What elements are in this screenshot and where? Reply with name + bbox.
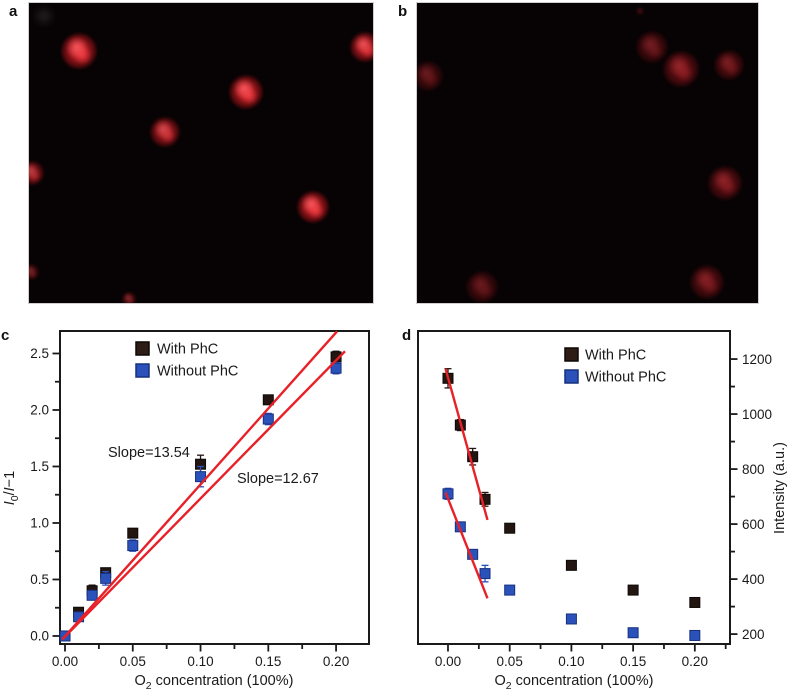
x-axis-title: O2 concentration (100%) bbox=[135, 673, 294, 692]
fluorescent-cell bbox=[229, 75, 263, 109]
svg-text:0.00: 0.00 bbox=[435, 654, 461, 669]
svg-text:0.05: 0.05 bbox=[120, 654, 146, 669]
slope-annotation: Slope=13.54 bbox=[108, 445, 190, 461]
panel-label-b: b bbox=[398, 3, 408, 20]
svg-text:0.20: 0.20 bbox=[323, 654, 349, 669]
fluorescent-cell bbox=[690, 265, 724, 299]
x-axis-ticks bbox=[447, 645, 727, 652]
svg-text:2.5: 2.5 bbox=[30, 346, 49, 361]
fluorescent-cell bbox=[636, 7, 644, 15]
y-axis-ticks bbox=[731, 358, 738, 635]
legend-label: Without PhC bbox=[157, 364, 238, 380]
fluorescent-cell bbox=[29, 161, 44, 185]
svg-text:2.0: 2.0 bbox=[30, 403, 49, 418]
fluorescent-cell bbox=[150, 117, 180, 147]
fluorescent-cell bbox=[61, 33, 97, 69]
legend: With PhC Without PhC bbox=[135, 341, 238, 380]
legend-label: With PhC bbox=[585, 348, 646, 364]
fit-lines bbox=[444, 368, 489, 599]
micrograph-b bbox=[416, 2, 759, 304]
fluorescent-cell bbox=[663, 51, 699, 87]
panel-label-c: c bbox=[1, 327, 10, 344]
svg-text:1200: 1200 bbox=[742, 352, 772, 367]
legend-swatch-without_phc bbox=[135, 363, 150, 378]
svg-text:0.00: 0.00 bbox=[52, 654, 78, 669]
y-axis-title: I0/I−1 bbox=[2, 471, 21, 505]
svg-text:0.5: 0.5 bbox=[30, 572, 49, 587]
fluorescent-cell bbox=[29, 264, 39, 280]
svg-text:0.0: 0.0 bbox=[30, 629, 49, 644]
svg-text:0.10: 0.10 bbox=[558, 654, 584, 669]
fluorescent-cell bbox=[636, 31, 668, 63]
micrograph-a bbox=[28, 2, 374, 304]
x-axis-tick-labels: 0.00 0.05 0.10 0.15 0.20 bbox=[435, 654, 708, 669]
svg-text:1000: 1000 bbox=[742, 407, 772, 422]
x-axis-ticks bbox=[64, 645, 337, 652]
svg-text:0.15: 0.15 bbox=[255, 654, 281, 669]
svg-text:0.05: 0.05 bbox=[497, 654, 523, 669]
chart-d-intensity: 0.00 0.05 0.10 0.15 0.20 200 400 600 800 1000 1200… bbox=[417, 330, 788, 692]
legend-swatch-with_phc bbox=[564, 347, 579, 362]
y-axis-ticks bbox=[52, 352, 59, 637]
fluorescent-cell bbox=[708, 166, 742, 200]
svg-text:1.0: 1.0 bbox=[30, 516, 49, 531]
plot-frame bbox=[417, 330, 731, 645]
chart-c-stern-volmer: 0.00 0.05 0.10 0.15 0.20 0.0 0.5 1.0 1.5 2.0 2.5 Wi… bbox=[2, 330, 370, 692]
legend-label: With PhC bbox=[157, 342, 218, 358]
fit-lines bbox=[61, 330, 346, 641]
y-axis-tick-labels: 0.0 0.5 1.0 1.5 2.0 2.5 bbox=[30, 346, 49, 643]
svg-text:0.20: 0.20 bbox=[682, 654, 708, 669]
plot-frame bbox=[59, 330, 370, 645]
legend-label: Without PhC bbox=[585, 370, 666, 386]
svg-text:200: 200 bbox=[742, 627, 765, 642]
svg-text:400: 400 bbox=[742, 572, 765, 587]
fluorescent-cell bbox=[350, 32, 373, 62]
panel-label-d: d bbox=[402, 327, 412, 344]
svg-text:600: 600 bbox=[742, 517, 765, 532]
legend-swatch-without_phc bbox=[564, 369, 579, 384]
panel-label-a: a bbox=[9, 3, 18, 20]
legend: With PhC Without PhC bbox=[564, 347, 666, 386]
svg-text:0.10: 0.10 bbox=[187, 654, 213, 669]
legend-swatch-with_phc bbox=[135, 341, 150, 356]
slope-annotation: Slope=12.67 bbox=[237, 471, 319, 487]
svg-text:0.15: 0.15 bbox=[620, 654, 646, 669]
fluorescent-cell bbox=[297, 191, 329, 223]
y-axis-title: Intensity (a.u.) bbox=[772, 442, 788, 534]
fluorescent-cell bbox=[417, 61, 443, 91]
fluorescent-cell bbox=[714, 50, 744, 80]
fluorescent-cell bbox=[466, 271, 498, 303]
gray-smudge bbox=[31, 3, 57, 29]
svg-text:1.5: 1.5 bbox=[30, 459, 49, 474]
x-axis-title: O2 concentration (100%) bbox=[495, 673, 654, 692]
svg-text:800: 800 bbox=[742, 462, 765, 477]
x-axis-tick-labels: 0.00 0.05 0.10 0.15 0.20 bbox=[52, 654, 349, 669]
fluorescent-cell bbox=[122, 292, 136, 303]
y-axis-tick-labels: 200 400 600 800 1000 1200 bbox=[742, 352, 772, 642]
